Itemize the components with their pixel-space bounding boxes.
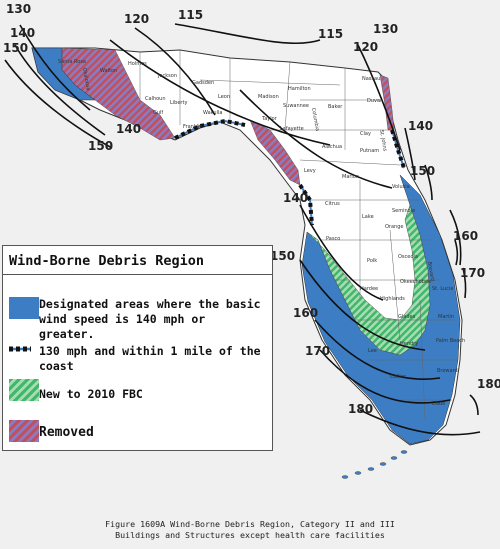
county-label: St. Lucie xyxy=(432,286,453,292)
green-hatch-icon xyxy=(9,379,39,401)
county-label: Madison xyxy=(258,94,279,100)
county-label: Duval xyxy=(367,98,381,104)
county-label: Columbia xyxy=(310,107,320,131)
county-label: Highlands xyxy=(380,296,405,302)
legend-title: Wind-Borne Debris Region xyxy=(9,253,205,269)
wind-label: 170 xyxy=(460,266,485,280)
county-label: Putnam xyxy=(360,148,379,154)
county-label: Jackson xyxy=(157,73,177,79)
wind-label: 120 xyxy=(353,40,378,54)
county-label: Hendry xyxy=(400,341,418,347)
legend: Wind-Borne Debris Region Designated area… xyxy=(2,245,273,451)
legend-item-coastal-130: 130 mph and within 1 mile of the coast xyxy=(39,344,261,373)
wind-label: 150 xyxy=(270,249,295,263)
caption-line-1: Figure 1609A Wind-Borne Debris Region, C… xyxy=(105,519,395,529)
county-label: Glades xyxy=(398,314,416,320)
wind-label: 160 xyxy=(293,306,318,320)
wind-label: 130 xyxy=(373,22,398,36)
county-labels: Santa Rosa Okaloosa Walton Holmes Jackso… xyxy=(58,59,465,407)
county-label: Suwannee xyxy=(283,103,309,109)
county-label: Palm Beach xyxy=(436,338,465,344)
county-label: Dade xyxy=(432,401,445,407)
florida-keys xyxy=(341,450,408,479)
legend-item-designated: Designated areas where the basic wind sp… xyxy=(39,297,261,341)
wind-label: 120 xyxy=(124,12,149,26)
county-label: Polk xyxy=(367,258,377,264)
wind-label: 180 xyxy=(477,377,500,391)
wind-speed-labels: 130 140 150 150 140 120 115 115 120 130 … xyxy=(3,2,500,416)
figure-caption: Figure 1609A Wind-Borne Debris Region, C… xyxy=(0,519,500,541)
coastal-130-line xyxy=(174,118,406,226)
wind-label: 150 xyxy=(3,41,28,55)
county-label: Clay xyxy=(360,131,371,137)
county-label: Leon xyxy=(218,94,230,100)
coastal-130-line-blue xyxy=(174,119,405,226)
county-label: Holmes xyxy=(128,61,147,67)
county-label: Okeechobee xyxy=(400,279,431,285)
wind-label: 130 xyxy=(6,2,31,16)
county-label: Volusia xyxy=(392,184,410,190)
legend-divider xyxy=(3,274,272,275)
county-label: Alachua xyxy=(322,144,342,150)
county-label: Hamilton xyxy=(288,86,311,92)
county-label: Brevard xyxy=(426,261,435,281)
county-label: Broward xyxy=(437,368,458,374)
isotach-lines xyxy=(4,23,481,436)
county-label: Okaloosa xyxy=(81,67,91,91)
caption-line-2: Buildings and Structures except health c… xyxy=(115,530,385,540)
county-label: Gadsden xyxy=(192,80,214,86)
county-label: Wakulla xyxy=(203,110,222,116)
county-label: Franklin xyxy=(183,124,203,130)
county-label: Collier xyxy=(390,374,407,380)
county-label: Lake xyxy=(362,214,374,220)
county-label: Walton xyxy=(100,68,117,74)
county-label: Lee xyxy=(368,348,377,354)
county-label: Marion xyxy=(342,174,359,180)
legend-item-new-2010: New to 2010 FBC xyxy=(39,387,143,401)
wind-label: 115 xyxy=(178,8,203,22)
blue-square-icon xyxy=(9,297,39,319)
county-label: Baker xyxy=(328,104,343,110)
wind-label: 170 xyxy=(305,344,330,358)
wind-label: 140 xyxy=(10,26,35,40)
wind-label: 160 xyxy=(453,229,478,243)
county-label: St. Johns xyxy=(378,129,388,152)
blue-region-west xyxy=(31,47,96,101)
county-label: Citrus xyxy=(325,201,340,207)
county-label: Nassau xyxy=(362,76,380,82)
wind-label: 180 xyxy=(348,402,373,416)
county-label: Orange xyxy=(385,224,403,230)
county-label: Santa Rosa xyxy=(58,59,86,65)
county-label: Martin xyxy=(438,314,454,320)
county-label: Osceola xyxy=(398,254,418,260)
county-label: Levy xyxy=(304,168,316,174)
dashed-line-icon xyxy=(9,346,31,352)
wind-label: 140 xyxy=(408,119,433,133)
county-label: Taylor xyxy=(261,116,278,122)
county-label: Gulf xyxy=(153,110,163,116)
wind-label: 140 xyxy=(283,191,308,205)
county-label: Hardee xyxy=(360,286,378,292)
wind-label: 140 xyxy=(116,122,141,136)
county-label: Liberty xyxy=(170,100,187,106)
wind-label: 150 xyxy=(410,164,435,178)
county-label: Lafayette xyxy=(280,126,304,132)
wind-label: 150 xyxy=(88,139,113,153)
wind-label: 115 xyxy=(318,27,343,41)
county-label: Seminole xyxy=(392,208,415,214)
county-label: Pasco xyxy=(326,236,340,242)
legend-item-removed: Removed xyxy=(39,425,94,440)
red-hatch-icon xyxy=(9,420,39,442)
county-label: Calhoun xyxy=(145,96,166,102)
